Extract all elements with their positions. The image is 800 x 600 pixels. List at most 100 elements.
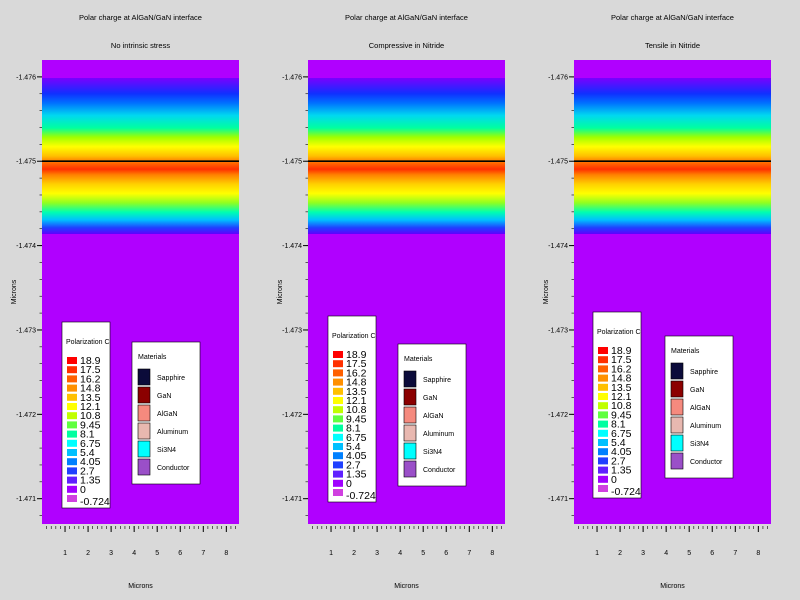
material-label: Si3N4 [423, 449, 442, 456]
y-tick-label: -1.472 [282, 412, 302, 419]
x-tick-label: 3 [375, 550, 379, 557]
legend-level-label: 2.7 [80, 465, 95, 477]
legend-level-label: 12.1 [346, 395, 367, 407]
x-tick-label: 5 [155, 550, 159, 557]
materials-legend: Materials Sapphire GaN AlGaN Aluminum Si3N4 Co… [664, 335, 734, 479]
legend-swatch [598, 429, 608, 437]
legend-swatch [333, 351, 343, 358]
y-tick-label: -1.471 [16, 496, 36, 503]
y-tick-label: -1.474 [548, 243, 568, 250]
material-swatch [670, 398, 684, 416]
material-swatch [670, 416, 684, 434]
y-tick-label: -1.473 [16, 327, 36, 334]
legend-swatch [333, 360, 343, 368]
chart-subtitle: No intrinsic stress [111, 41, 170, 50]
x-tick-label: 1 [63, 550, 67, 557]
legend-level-label: 13.5 [80, 392, 101, 404]
legend-title: Polarization C [597, 329, 641, 336]
material-label: AlGaN [157, 411, 178, 418]
legend-swatch [598, 420, 608, 428]
x-tick-label: 6 [710, 550, 714, 557]
material-label: Si3N4 [157, 447, 176, 454]
material-swatch [137, 386, 151, 404]
legend-level-label: 14.8 [346, 377, 367, 389]
legend-level-label: 5.4 [611, 437, 626, 449]
material-label: GaN [690, 387, 704, 394]
material-swatch [403, 424, 417, 442]
material-label: Conductor [157, 465, 190, 472]
legend-level-label: 17.5 [611, 354, 632, 366]
legend-swatch [598, 439, 608, 446]
legend-swatch [333, 433, 343, 441]
legend-swatch [333, 470, 343, 478]
legend-swatch [598, 457, 608, 465]
material-label: GaN [157, 393, 171, 400]
legend-swatch [598, 365, 608, 373]
legend-level-label: 0 [611, 474, 617, 486]
legend-level-label: 13.5 [346, 386, 367, 398]
legend-swatch [333, 424, 343, 432]
legend-swatch [67, 458, 77, 466]
legend-swatch [598, 374, 608, 382]
legend-swatch [333, 489, 343, 496]
material-swatch [670, 362, 684, 380]
legend-swatch [598, 411, 608, 419]
legend-swatch [67, 476, 77, 484]
material-label: Sapphire [690, 369, 718, 376]
chart-subtitle: Tensile in Nitride [645, 41, 700, 50]
x-tick-label: 7 [467, 550, 471, 557]
legend-level-label: 6.75 [80, 438, 101, 450]
materials-title: Materials [138, 354, 167, 361]
legend-level-label: 1.35 [80, 475, 101, 487]
legend-level-label: 4.05 [611, 446, 632, 458]
legend-level-label: 14.8 [611, 373, 632, 385]
material-label: Aluminum [423, 431, 454, 438]
legend-level-label: 17.5 [80, 364, 101, 376]
legend-swatch [333, 443, 343, 450]
legend-swatch [333, 479, 343, 487]
legend-swatch [67, 366, 77, 374]
materials-legend: Materials Sapphire GaN AlGaN Aluminum Si3N4 Co… [131, 341, 201, 485]
x-tick-label: 2 [86, 550, 90, 557]
legend-swatch [67, 375, 77, 383]
y-tick-label: -1.473 [548, 327, 568, 334]
chart-title: Polar charge at AlGaN/GaN interface [611, 13, 734, 22]
legend-swatch [67, 412, 77, 420]
legend-title: Polarization C [332, 333, 376, 340]
legend-swatch [67, 449, 77, 456]
legend-level-label: 5.4 [80, 447, 95, 459]
legend-level-label: 16.2 [346, 367, 367, 379]
y-tick-label: -1.471 [282, 496, 302, 503]
legend-swatch [598, 383, 608, 391]
x-axis-label: Microns [128, 583, 153, 590]
legend-level-label: 12.1 [80, 401, 101, 413]
y-tick-label: -1.474 [16, 243, 36, 250]
material-swatch [670, 434, 684, 452]
legend-swatch [598, 356, 608, 364]
polarization-legend: Polarization C 18.917.516.214.813.512.110… [327, 315, 377, 503]
legend-level-label: -0.724 [346, 490, 376, 502]
x-tick-label: 5 [687, 550, 691, 557]
legend-swatch [67, 467, 77, 475]
material-label: Aluminum [157, 429, 188, 436]
legend-level-label: 6.75 [611, 428, 632, 440]
y-tick-label: -1.473 [282, 327, 302, 334]
x-axis-label: Microns [394, 583, 419, 590]
polarization-legend: Polarization C 18.917.516.214.813.512.110… [61, 321, 111, 509]
x-tick-label: 4 [398, 550, 402, 557]
y-tick-label: -1.476 [282, 74, 302, 81]
y-tick-label: -1.475 [16, 159, 36, 166]
legend-level-label: 18.9 [346, 349, 367, 361]
material-swatch [403, 370, 417, 388]
y-axis-label: Microns [277, 279, 284, 304]
y-tick-label: -1.476 [16, 74, 36, 81]
y-tick-label: -1.475 [548, 159, 568, 166]
material-swatch [137, 422, 151, 440]
material-swatch [137, 368, 151, 386]
material-swatch [403, 460, 417, 478]
legend-level-label: 13.5 [611, 382, 632, 394]
x-tick-label: 6 [444, 550, 448, 557]
legend-level-label: 8.1 [611, 419, 626, 431]
x-tick-label: 4 [132, 550, 136, 557]
legend-level-label: 10.8 [611, 400, 632, 412]
